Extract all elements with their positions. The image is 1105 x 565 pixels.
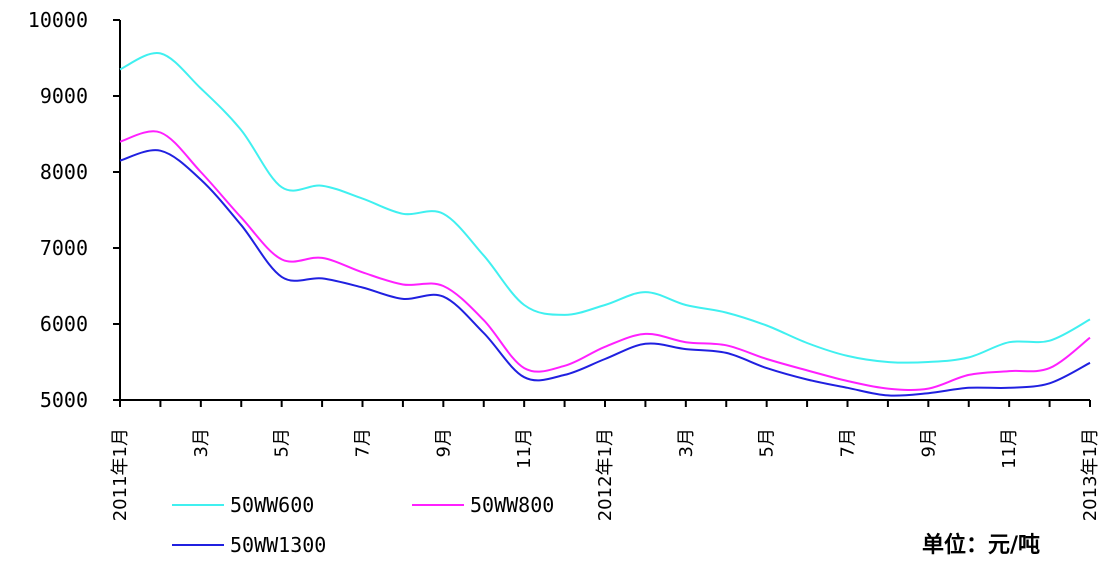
x-tick-label: 7月 [838,428,859,457]
x-tick-label: 2012年1月 [595,428,616,521]
x-tick-label: 2011年1月 [110,428,131,521]
x-tick-label: 7月 [353,428,374,457]
legend-label: 50WW1300 [230,533,326,557]
legend-label: 50WW600 [230,493,314,517]
series-line-50ww600 [119,52,1091,364]
y-tick-label: 9000 [40,84,88,108]
series-line-50ww1300 [119,149,1091,397]
x-tick-label: 11月 [514,428,535,469]
legend-label: 50WW800 [470,493,554,517]
x-tick-label: 3月 [676,428,697,457]
unit-label: 单位：元/吨 [922,532,1040,558]
y-tick-label: 6000 [40,312,88,336]
y-tick-label: 8000 [40,160,88,184]
series-lines [119,52,1091,397]
x-tick-label: 5月 [757,428,778,457]
y-tick-label: 10000 [28,8,88,32]
legend: 50WW600 50WW800 50WW1300 [172,493,554,557]
x-tick-label: 3月 [191,428,212,457]
x-tick-label: 9月 [918,428,939,457]
y-tick-label: 5000 [40,388,88,412]
x-tick-label: 5月 [272,428,293,457]
y-axis: 5000 6000 7000 8000 9000 10000 [28,8,121,412]
x-tick-label: 2013年1月 [1080,428,1101,521]
x-axis: 2011年1月 3月 5月 7月 9月 11月 2012年1月 3月 5月 7月 9月 11月 2013… [110,399,1101,521]
x-tick-label: 11月 [999,428,1020,469]
y-tick-label: 7000 [40,236,88,260]
x-tick-label: 9月 [433,428,454,457]
series-line-50ww800 [119,130,1091,391]
